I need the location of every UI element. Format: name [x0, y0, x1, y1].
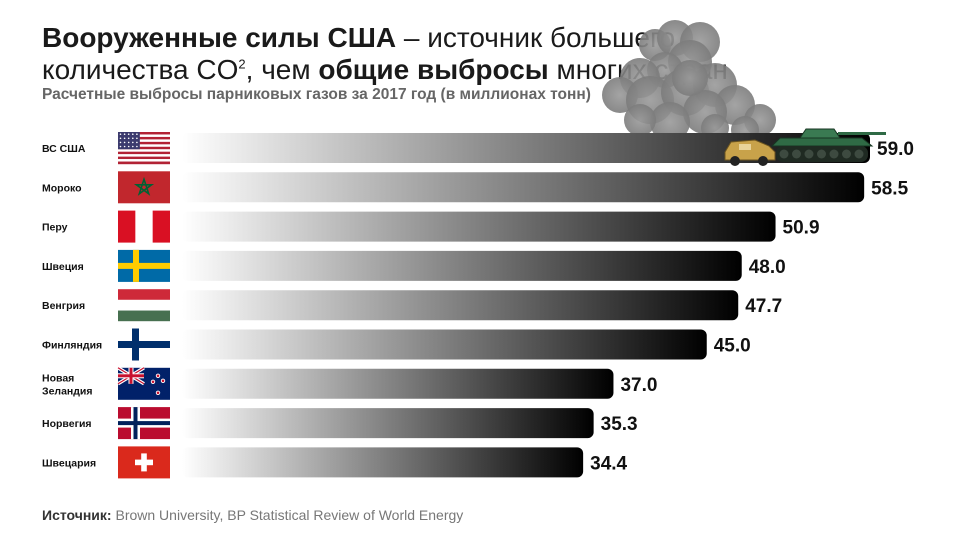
value-label: 48.0: [749, 257, 786, 278]
chart-subtitle: Расчетные выбросы парниковых газов за 20…: [42, 86, 591, 103]
category-label: Венгрия: [42, 300, 85, 312]
value-label: 37.0: [620, 375, 657, 396]
flag-hungary-icon: [118, 289, 170, 322]
flag-peru-icon: [118, 210, 170, 243]
value-label: 58.5: [871, 178, 908, 199]
title-emissions-bold: общие выбросы: [318, 54, 549, 85]
value-label: 50.9: [783, 218, 820, 239]
military-vehicles-icon: [724, 128, 886, 166]
bar: [182, 172, 865, 203]
value-label: 35.3: [601, 414, 638, 435]
bar: [182, 133, 870, 163]
flag-sweden-icon: [118, 249, 170, 282]
category-label: ВС США: [42, 143, 86, 155]
bar: [182, 408, 594, 439]
bar: [182, 290, 739, 321]
chart-title-line-1: Вооруженные силы США – источник большего: [42, 22, 675, 54]
title-bold-part: Вооруженные силы США: [42, 22, 397, 53]
bar: [182, 211, 776, 242]
flag-new-zealand-icon: [117, 366, 170, 400]
category-label: Мороко: [42, 182, 82, 194]
value-label: 34.4: [590, 453, 627, 474]
category-label: Финляндия: [42, 340, 102, 352]
flag-usa-icon: [118, 132, 170, 165]
bar: [182, 329, 707, 360]
category-label: Швецария: [42, 457, 96, 469]
title-rest-part: – источник большего: [396, 22, 676, 53]
flag-finland-icon: [118, 328, 170, 361]
source-label: Источник:: [42, 507, 112, 523]
flag-morocco-icon: [118, 171, 170, 204]
flag-norway-icon: [118, 407, 170, 440]
smoke-icon: [602, 20, 776, 144]
source-text: Brown University, BP Statistical Review …: [111, 507, 464, 523]
title-subscript: 2: [238, 56, 246, 72]
value-label: 45.0: [714, 336, 751, 357]
value-label: 47.7: [745, 296, 782, 317]
title-than-text: , чем: [245, 54, 319, 85]
title-co-text: количества CO: [42, 54, 239, 85]
bar: [182, 447, 584, 478]
bar: [182, 368, 614, 399]
category-label: Новая Зеландия: [42, 372, 93, 397]
category-label: Перу: [42, 222, 68, 234]
bar: [182, 250, 742, 281]
value-label: 59.0: [877, 139, 914, 160]
category-label: Норвегия: [42, 418, 92, 430]
source-note: Источник: Brown University, BP Statistic…: [42, 507, 463, 523]
category-label: Швеция: [42, 261, 84, 273]
flag-switzerland-icon: [118, 446, 170, 479]
